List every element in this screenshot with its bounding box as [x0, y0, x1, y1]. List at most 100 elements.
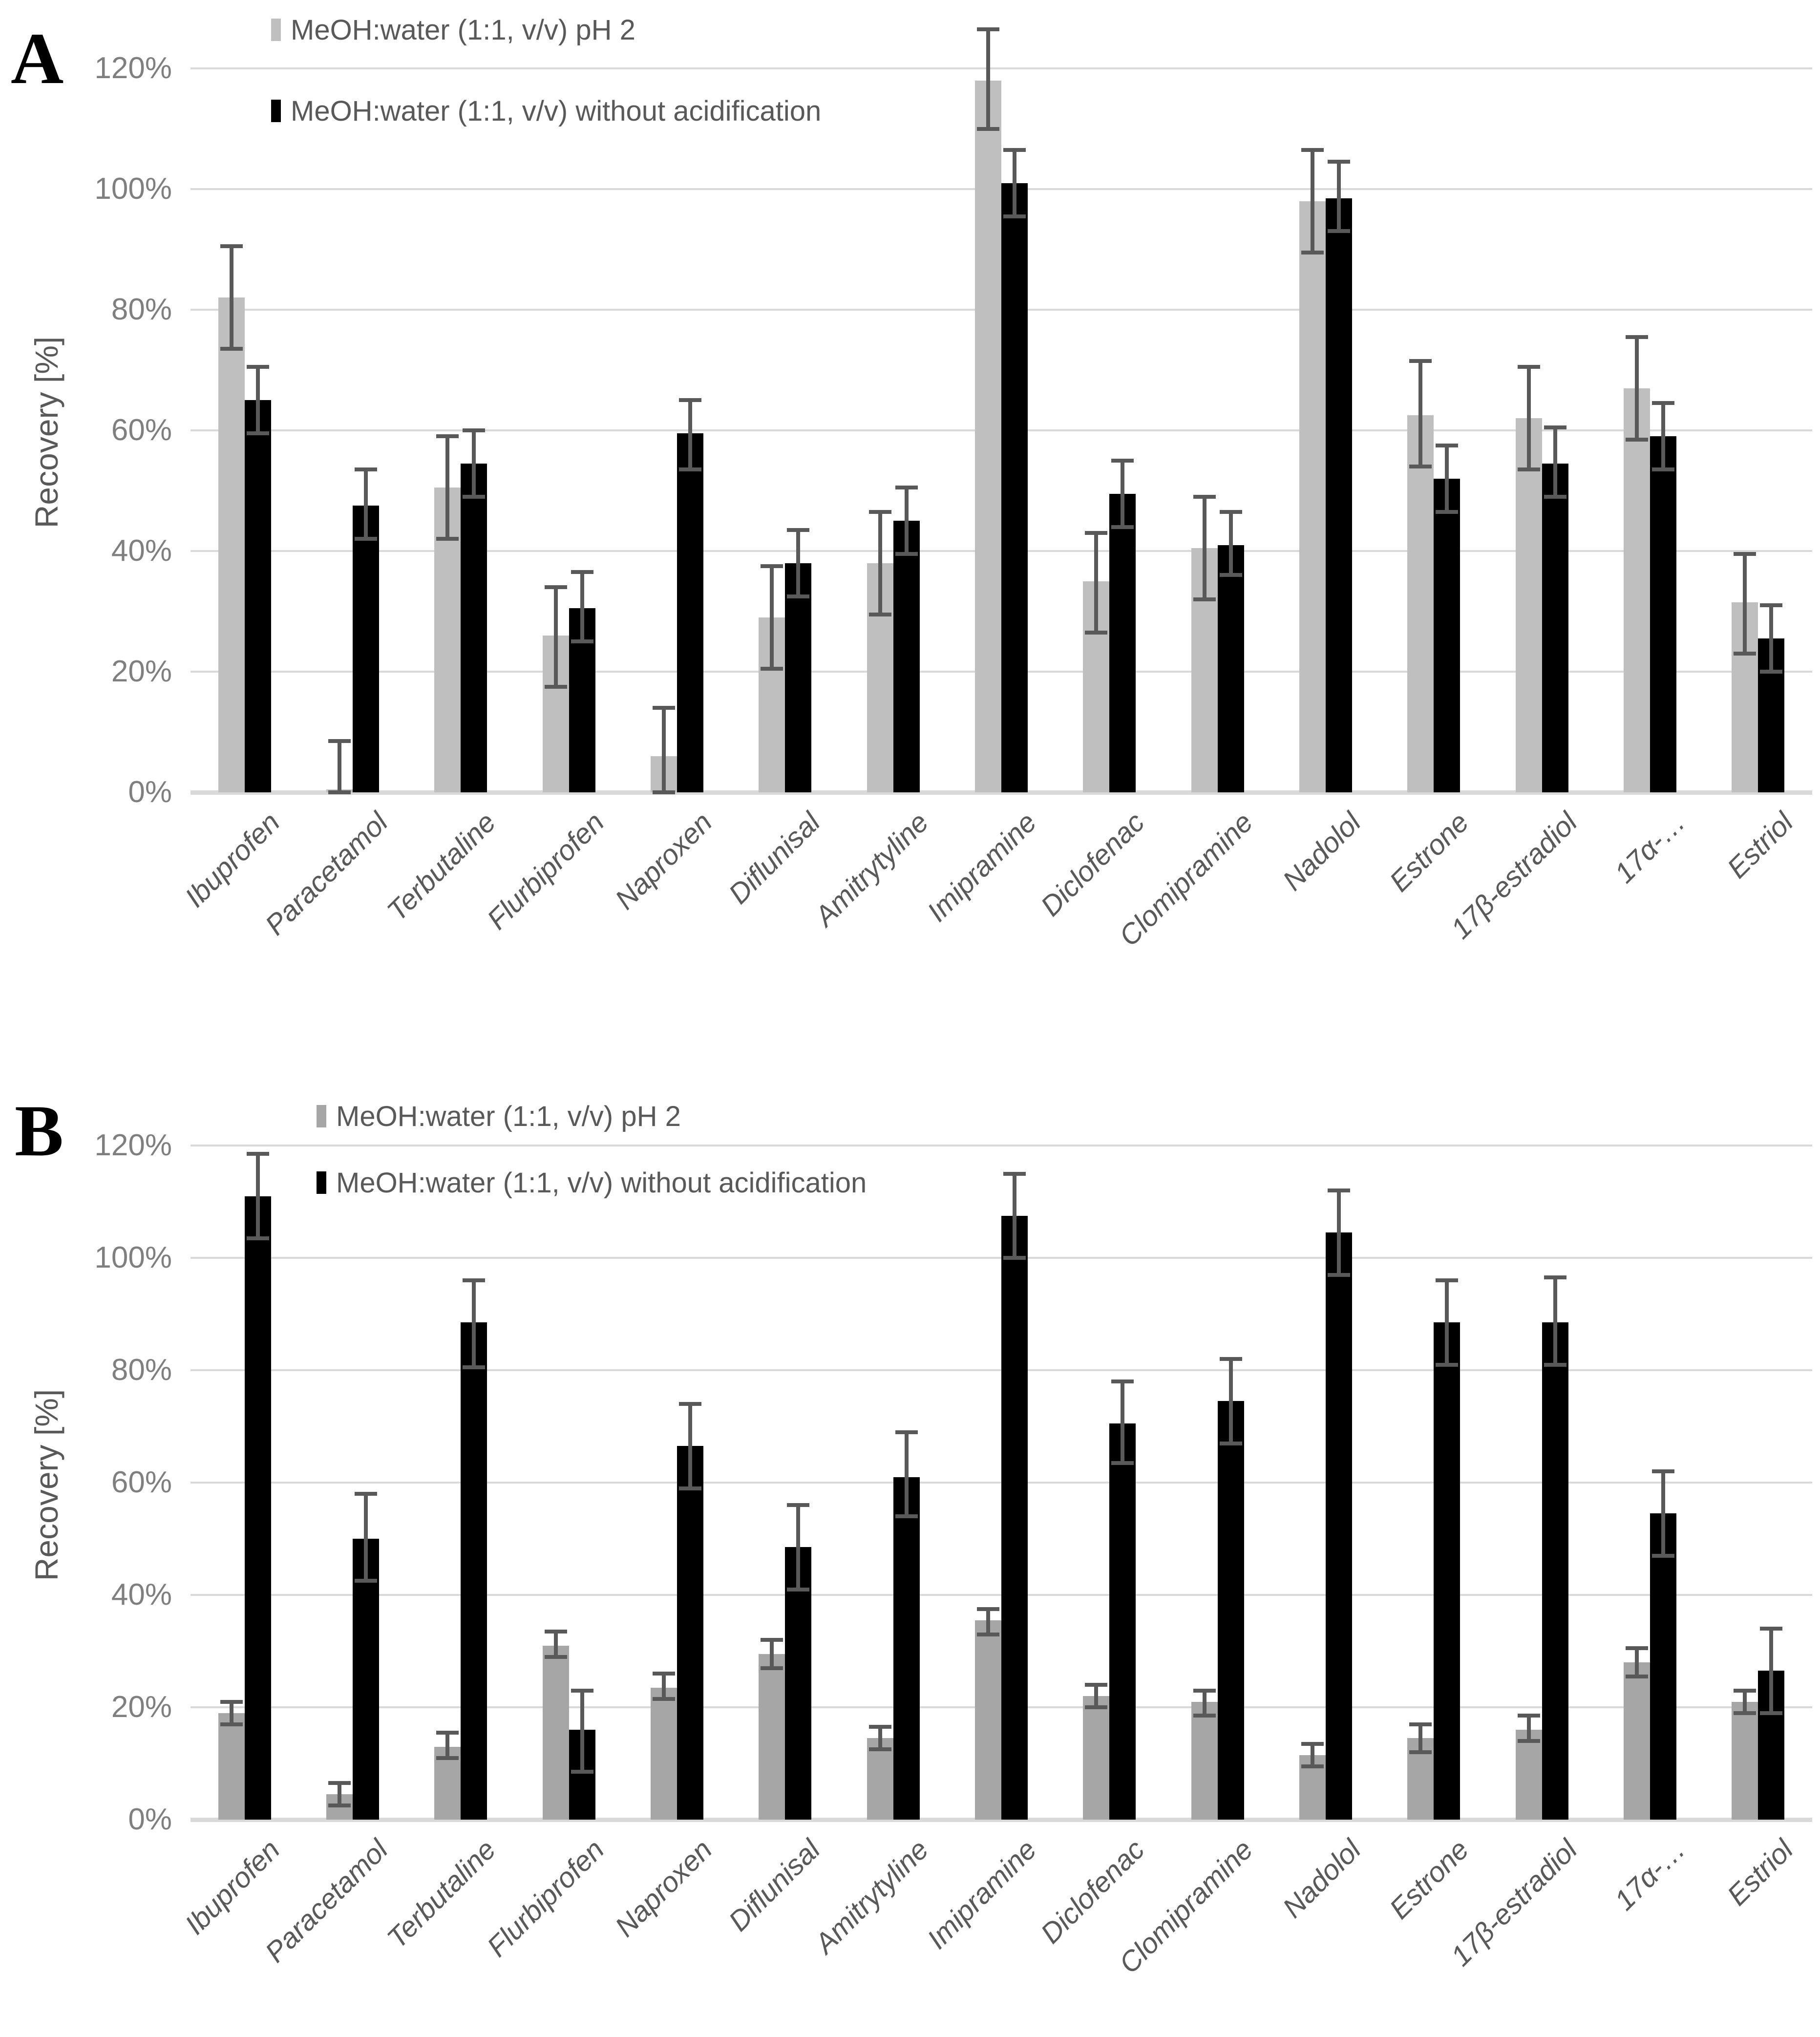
bar-gray	[1515, 418, 1542, 792]
error-bar-cap-bottom	[1409, 465, 1432, 469]
error-bar-cap-bottom	[1652, 1553, 1674, 1558]
error-bar-cap-top	[436, 434, 459, 439]
bar-black	[1001, 1215, 1028, 1820]
error-bar-cap-top	[1517, 1714, 1540, 1718]
error-bar-line	[904, 488, 909, 554]
bar-black	[1326, 198, 1352, 792]
error-bar-cap-top	[220, 244, 243, 249]
error-bar-cap-top	[868, 509, 891, 514]
error-bar-cap-bottom	[1652, 467, 1674, 472]
error-bar-line	[472, 430, 476, 497]
legend-b: MeOH:water (1:1, v/v) pH 2 MeOH:water (1…	[317, 1100, 867, 1199]
x-axis-category-label: Amitrytyline	[808, 1833, 935, 1960]
y-tick-label: 100%	[94, 172, 172, 206]
error-bar-cap-top	[1760, 603, 1783, 608]
y-tick-label: 60%	[111, 1465, 172, 1499]
bar-gray	[651, 1687, 677, 1820]
x-axis-category-label: Ibuprofen	[178, 806, 286, 913]
error-bar-cap-bottom	[1517, 467, 1540, 472]
error-bar-cap-top	[436, 1730, 459, 1735]
error-bar-cap-bottom	[653, 790, 675, 794]
error-bar-cap-bottom	[463, 1365, 486, 1370]
bar-black	[244, 400, 271, 792]
error-bar-cap-bottom	[328, 1804, 351, 1808]
error-bar-line	[986, 1609, 990, 1634]
error-bar-cap-bottom	[1626, 1674, 1648, 1678]
error-bar-line	[1202, 496, 1206, 599]
error-bar-cap-bottom	[328, 790, 351, 794]
bar-black	[353, 506, 379, 792]
error-bar-cap-top	[1085, 1683, 1108, 1687]
y-tick-label: 80%	[111, 293, 172, 326]
bar-black	[461, 1322, 487, 1820]
error-bar-line	[445, 436, 450, 539]
x-axis-category-label: Clomipramine	[1113, 806, 1259, 953]
error-bar-cap-top	[1760, 1627, 1783, 1631]
error-bar-line	[688, 400, 692, 470]
x-axis-category-label: Imipramine	[921, 806, 1043, 928]
error-bar-cap-bottom	[571, 1770, 593, 1774]
error-bar-cap-top	[544, 1629, 567, 1634]
error-bar-cap-top	[977, 1607, 999, 1611]
error-bar-line	[1635, 337, 1639, 440]
bar-gray	[975, 80, 1001, 792]
error-bar-cap-top	[1085, 530, 1108, 535]
error-bar-cap-bottom	[220, 347, 243, 351]
y-tick-label: 120%	[94, 51, 172, 85]
bar-black	[893, 1477, 920, 1820]
error-bar-cap-bottom	[895, 1514, 918, 1518]
error-bar-cap-bottom	[1544, 1362, 1566, 1367]
bar-black	[1650, 436, 1676, 792]
error-bar-cap-top	[1219, 1357, 1242, 1361]
error-bar-line	[1661, 403, 1665, 470]
x-axis-category-label: Flurbiprofen	[481, 1833, 611, 1963]
error-bar-cap-top	[1328, 1188, 1350, 1192]
gridline-120%	[190, 67, 1812, 69]
x-axis-category-label: 17α-…	[1608, 806, 1692, 890]
error-bar-cap-top	[1652, 401, 1674, 405]
error-bar-cap-bottom	[436, 537, 459, 541]
error-bar-cap-top	[1111, 1379, 1134, 1383]
error-bar-cap-bottom	[355, 537, 377, 541]
error-bar-cap-bottom	[544, 684, 567, 689]
error-bar-cap-top	[246, 365, 269, 369]
legend-label-ph2: MeOH:water (1:1, v/v) pH 2	[291, 14, 635, 46]
error-bar-line	[1094, 532, 1099, 633]
plot-area-b: 0% 20% 40% 60% 80% 100% 120% Ibuprofen Paracetam…	[94, 1128, 1812, 1980]
error-bar-cap-bottom	[1085, 1705, 1108, 1709]
gridline-120%	[190, 1145, 1812, 1146]
error-bar-cap-bottom	[1219, 1441, 1242, 1445]
error-bar-line	[1769, 1629, 1774, 1713]
y-tick-label: 20%	[111, 655, 172, 688]
error-bar-cap-top	[868, 1725, 891, 1729]
error-bar-line	[1013, 149, 1016, 216]
error-bar-cap-top	[1436, 443, 1459, 447]
error-bar-cap-top	[1544, 1275, 1566, 1280]
bar-black	[1109, 493, 1136, 792]
bar-gray	[218, 1713, 245, 1820]
x-axis-category-label: Diflunisal	[722, 1833, 826, 1937]
error-bar-line	[1661, 1471, 1665, 1556]
x-axis-category-label: 17β-estradiol	[1444, 806, 1584, 945]
error-bar-cap-top	[328, 1781, 351, 1785]
error-bar-line	[1743, 554, 1747, 654]
error-bar-cap-bottom	[544, 1655, 567, 1659]
error-bar-cap-bottom	[1626, 437, 1648, 442]
error-bar-cap-bottom	[1760, 1711, 1783, 1715]
error-bar-cap-bottom	[220, 1722, 243, 1726]
legend-item-no-acid: MeOH:water (1:1, v/v) without acidificat…	[317, 1167, 867, 1199]
error-bar-line	[688, 1404, 692, 1488]
error-bar-line	[1094, 1685, 1099, 1707]
error-bar-line	[553, 587, 558, 687]
error-bar-line	[1013, 1173, 1016, 1258]
bar-black	[1109, 1423, 1136, 1820]
x-axis-category-label: Estrone	[1383, 1833, 1475, 1925]
bar-gray	[1299, 201, 1326, 792]
x-axis-category-label: 17α-…	[1608, 1833, 1692, 1917]
error-bar-line	[1445, 445, 1449, 512]
error-bar-cap-bottom	[1734, 651, 1757, 656]
legend-swatch-black-icon	[271, 100, 281, 122]
error-bar-cap-bottom	[1517, 1739, 1540, 1743]
error-bar-cap-top	[895, 486, 918, 490]
